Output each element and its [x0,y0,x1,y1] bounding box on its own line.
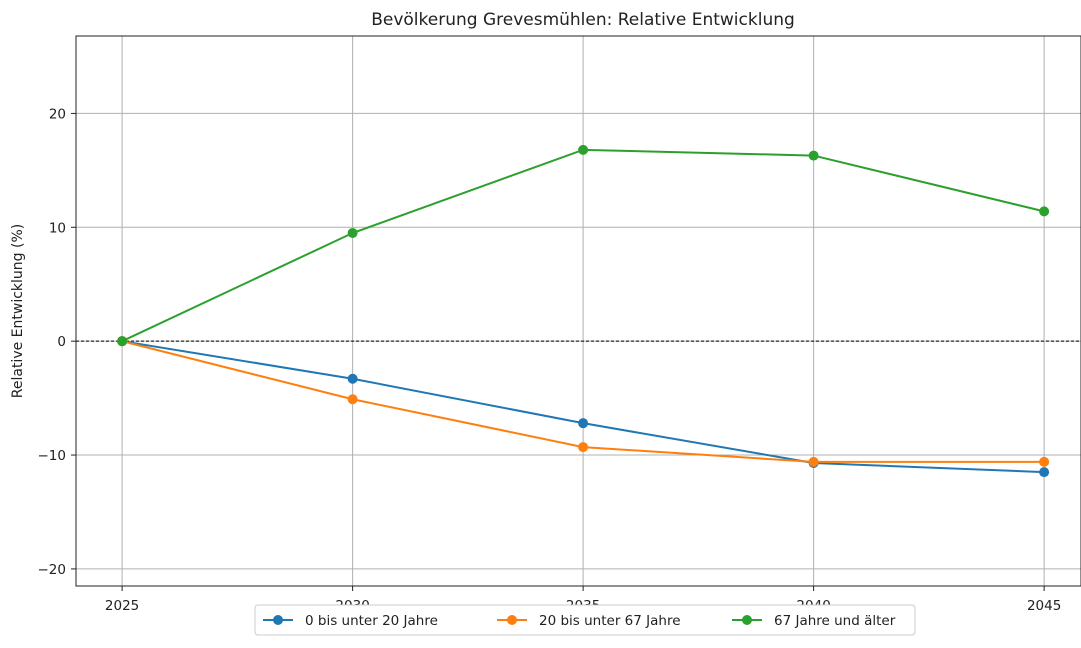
x-tick-label: 2025 [105,598,139,614]
series-2-point [1039,456,1050,467]
legend-label: 67 Jahre und älter [774,613,896,629]
series-3-point [578,144,589,155]
legend: 0 bis unter 20 Jahre 20 bis unter 67 Jahr… [254,604,916,636]
y-tick-label: −20 [38,562,67,578]
legend-box [254,604,916,636]
series-3-point [1039,206,1050,217]
series-1-point [1039,467,1050,478]
series-2-point [578,442,589,453]
legend-swatch-marker [273,615,283,625]
series-3-point [347,227,358,238]
series-2-point [347,394,358,405]
y-tick-label: 0 [57,334,66,350]
chart-title: Bevölkerung Grevesmühlen: Relative Entwi… [371,10,795,30]
y-axis-label: Relative Entwicklung (%) [10,224,26,398]
y-tick-label: −10 [38,448,67,464]
series-1-point [578,418,589,429]
x-tick-label: 2045 [1027,598,1061,614]
series-3-point [117,336,128,347]
y-tick-label: 20 [49,106,66,122]
series-1-point [347,373,358,384]
legend-label: 0 bis unter 20 Jahre [305,613,438,629]
legend-swatch-marker [742,615,752,625]
legend-label: 20 bis unter 67 Jahre [539,613,681,629]
series-3-point [808,150,819,161]
plot-frame [75,35,1081,587]
legend-swatch-marker [507,615,517,625]
y-tick-label: 10 [49,220,66,236]
series-2-point [808,456,819,467]
